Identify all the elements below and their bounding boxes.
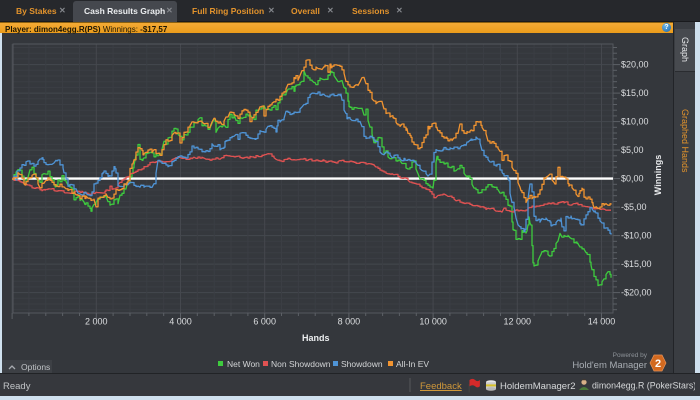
svg-text:Hands: Hands (302, 333, 330, 343)
svg-text:10 000: 10 000 (419, 317, 447, 327)
svg-text:dimon4egg.R (PokerStars): dimon4egg.R (PokerStars) (592, 381, 695, 391)
svg-text:$10,00: $10,00 (621, 117, 649, 127)
svg-text:14 000: 14 000 (588, 317, 616, 327)
svg-text:HoldemManager2: HoldemManager2 (500, 381, 576, 392)
svg-text:4 000: 4 000 (169, 317, 192, 327)
svg-text:$5,00: $5,00 (621, 145, 644, 155)
svg-text:-$5,00: -$5,00 (621, 202, 647, 212)
svg-text:12 000: 12 000 (504, 317, 532, 327)
svg-text:$0,00: $0,00 (621, 174, 644, 184)
svg-text:-$10,00: -$10,00 (621, 231, 652, 241)
svg-text:$15,00: $15,00 (621, 88, 649, 98)
svg-text:6 000: 6 000 (253, 317, 276, 327)
svg-text:-$15,00: -$15,00 (621, 259, 652, 269)
svg-text:$20,00: $20,00 (621, 60, 649, 70)
svg-text:2 000: 2 000 (85, 317, 108, 327)
svg-text:-$20,00: -$20,00 (621, 288, 652, 298)
svg-text:8 000: 8 000 (338, 317, 361, 327)
svg-text:2: 2 (655, 358, 661, 370)
